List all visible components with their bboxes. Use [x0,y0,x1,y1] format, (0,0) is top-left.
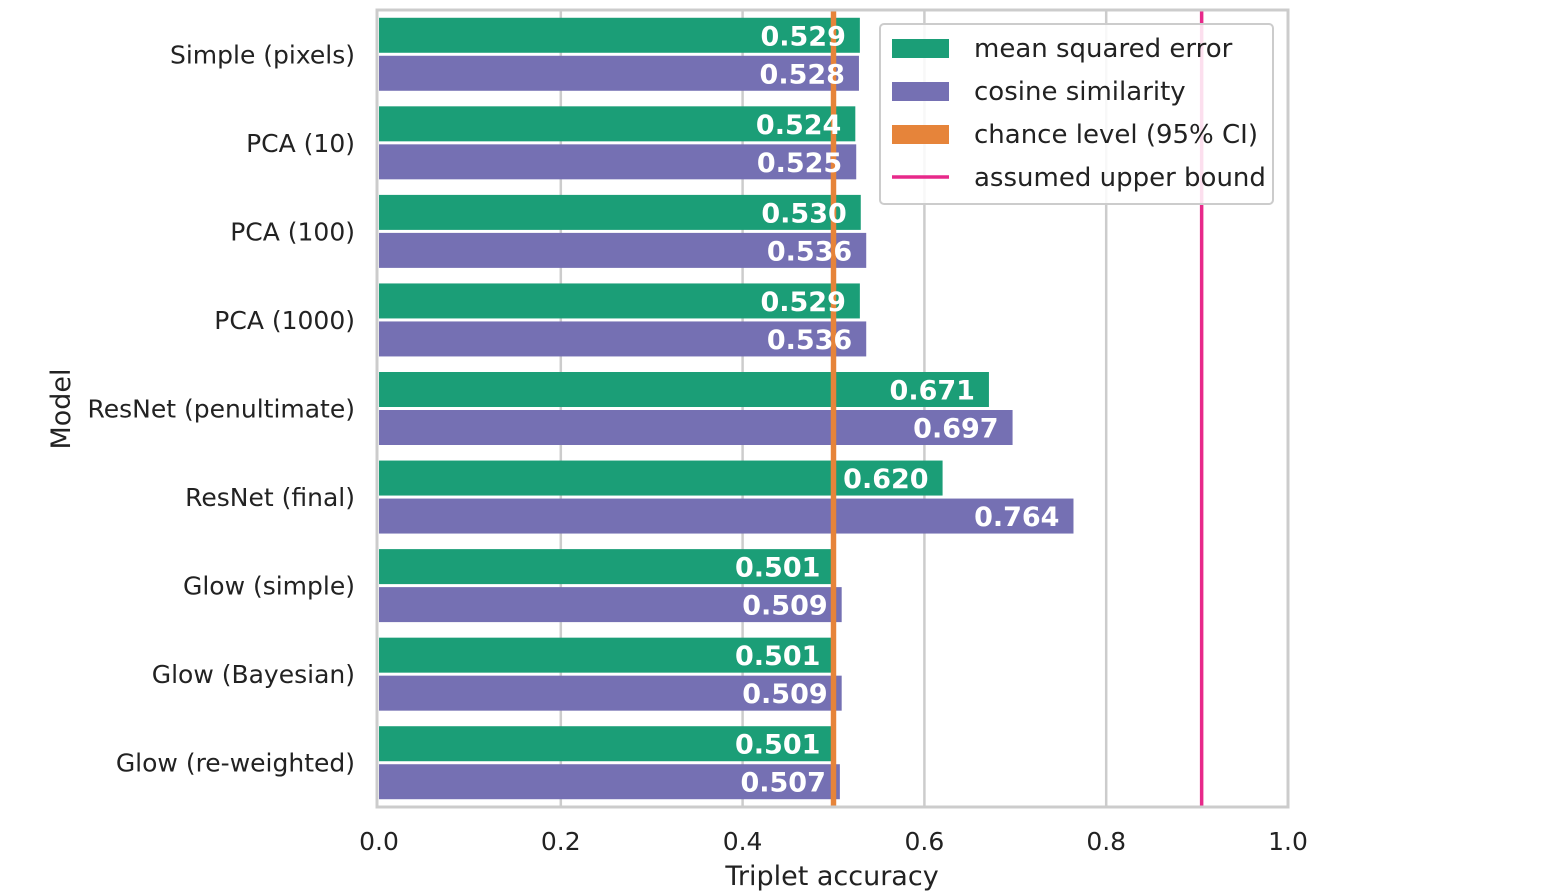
bar [379,726,835,762]
y-tick-label: ResNet (penultimate) [88,395,355,424]
x-tick-label: 0.6 [905,827,945,856]
bar [379,410,1013,445]
bar [379,549,835,585]
y-tick-label: Glow (Bayesian) [152,660,355,689]
bar [379,17,860,53]
bar-value-label: 0.501 [735,553,820,584]
legend-swatch [892,39,949,58]
legend-box [879,23,1274,205]
bar [379,637,835,673]
bar-value-label: 0.671 [890,376,975,407]
legend-label: cosine similarity [974,77,1186,107]
bar [379,55,859,91]
bar-value-label: 0.501 [735,641,820,672]
bar-value-label: 0.509 [742,679,827,710]
x-tick-label: 0.0 [359,827,399,856]
bar-value-label: 0.525 [757,148,842,179]
y-tick-label: PCA (1000) [214,306,355,335]
y-axis-ticks: Simple (pixels) PCA (10) PCA (100) PCA (100… [88,40,355,777]
bar [379,764,840,800]
legend-label: assumed upper bound [974,163,1266,193]
legend-swatch [892,125,949,144]
bar-value-label: 0.697 [913,414,998,445]
y-tick-label: PCA (10) [246,129,355,158]
y-axis-title: Model [46,368,77,449]
y-tick-label: Simple (pixels) [170,40,355,69]
bar-value-label: 0.524 [756,110,841,141]
bar-value-label: 0.509 [742,591,827,622]
bar-value-label: 0.620 [843,464,928,495]
bar [379,194,861,230]
bar-value-label: 0.529 [760,21,845,52]
bar-value-label: 0.507 [740,768,825,799]
bar-value-label: 0.528 [760,59,845,90]
x-axis-title: Triplet accuracy [724,861,938,892]
chance-level-band [830,10,837,807]
plot-frame [375,8,1290,809]
bar-value-label: 0.530 [761,198,846,229]
x-tick-label: 0.4 [723,827,763,856]
bar-value-label: 0.529 [760,287,845,318]
x-tick-label: 0.8 [1086,827,1126,856]
bar [379,232,867,268]
bar-value-label: 0.536 [767,236,852,267]
bar [379,587,842,623]
bar [379,106,856,142]
legend: mean squared error cosine similarity chanc… [879,23,1274,205]
bar-value-label: 0.764 [974,502,1059,533]
bar [379,144,857,180]
y-tick-label: Glow (re-weighted) [116,749,355,778]
x-axis-ticks: 0.0 0.2 0.4 0.6 0.8 1.0 [359,827,1308,856]
legend-label: chance level (95% CI) [974,120,1258,150]
legend-swatch [892,82,949,101]
bar [379,460,943,496]
bar [379,498,1074,534]
bar-value-label: 0.501 [735,730,820,761]
bar-labels: 0.529 0.528 0.524 0.525 0.530 0.536 0.529 0.536… [735,21,1059,798]
bar [379,675,842,711]
y-tick-label: Glow (simple) [183,572,355,601]
bars [379,17,1074,800]
x-tick-label: 1.0 [1268,827,1308,856]
legend-label: mean squared error [974,34,1233,64]
y-tick-label: PCA (100) [230,217,355,246]
x-tick-label: 0.2 [541,827,581,856]
y-tick-label: ResNet (final) [185,483,355,512]
bar [379,283,860,319]
bar [379,321,867,357]
bar-value-label: 0.536 [767,325,852,356]
bar [379,372,989,407]
